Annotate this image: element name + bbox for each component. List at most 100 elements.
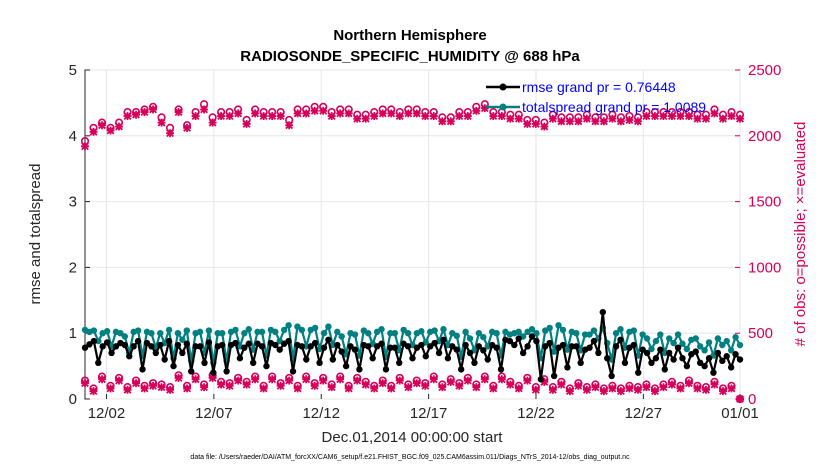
rmse-point xyxy=(218,341,226,349)
rmse-point xyxy=(422,353,429,360)
obs-evaluated-point xyxy=(438,383,447,392)
rmse-point xyxy=(524,343,531,350)
rmse-point xyxy=(285,337,292,345)
obs-evaluated-point xyxy=(633,117,642,126)
y-axis-label: rmse and totalspread xyxy=(27,164,44,305)
y-tick-label: 2 xyxy=(69,259,77,276)
obs-evaluated-point xyxy=(497,112,506,121)
obs-evaluated-point xyxy=(514,114,523,123)
totalspread-point xyxy=(440,326,447,333)
rmse-point xyxy=(196,343,204,350)
totalspread-point xyxy=(612,330,620,337)
rmse-point xyxy=(599,308,607,316)
rmse-point xyxy=(396,359,403,367)
rmse-point xyxy=(683,362,691,370)
rmse-point xyxy=(564,364,571,371)
obs-evaluated-point xyxy=(489,112,498,121)
obs-evaluated-point xyxy=(625,116,634,124)
rmse-point xyxy=(369,355,376,362)
rmse-point xyxy=(174,341,182,349)
obs-evaluated-point xyxy=(310,381,319,390)
rmse-point xyxy=(466,349,474,357)
totalspread-point xyxy=(121,333,129,340)
totalspread-point xyxy=(329,341,337,349)
obs-evaluated-point xyxy=(404,109,413,118)
obs-evaluated-point xyxy=(285,121,294,130)
rmse-point xyxy=(276,346,283,353)
totalspread-point xyxy=(418,328,425,335)
obs-evaluated-point xyxy=(633,385,642,394)
totalspread-point xyxy=(453,332,460,340)
totalspread-point xyxy=(515,328,522,336)
rmse-point xyxy=(435,349,443,357)
rmse-point xyxy=(272,341,279,349)
y-tick-label: 0 xyxy=(69,391,77,408)
rmse-point xyxy=(714,349,722,357)
totalspread-point xyxy=(254,328,261,336)
rmse-point xyxy=(192,343,199,350)
x-tick-label: 12/02 xyxy=(88,405,126,422)
obs-evaluated-point xyxy=(608,384,617,393)
rmse-point xyxy=(705,355,713,362)
obs-evaluated-point xyxy=(710,109,719,118)
obs-evaluated-point xyxy=(693,384,702,393)
rmse-point xyxy=(342,362,350,370)
totalspread-point xyxy=(670,339,677,347)
totalspread-point xyxy=(639,331,646,338)
totalspread-point xyxy=(298,326,306,334)
obs-evaluated-point xyxy=(548,114,557,123)
x-tick-label: 12/27 xyxy=(625,405,663,422)
obs-evaluated-point xyxy=(234,376,243,385)
obs-evaluated-point xyxy=(285,376,294,385)
totalspread-point xyxy=(462,328,469,336)
obs-evaluated-point xyxy=(719,114,727,123)
obs-evaluated-point xyxy=(727,112,736,121)
obs-evaluated-point xyxy=(353,376,362,385)
rmse-point xyxy=(378,340,385,347)
obs-evaluated-point xyxy=(217,380,226,389)
rmse-point xyxy=(148,343,155,350)
obs-evaluated-point xyxy=(276,381,285,390)
obs-evaluated-point xyxy=(268,375,277,384)
y2-tick-label: 0 xyxy=(748,391,756,408)
totalspread-point xyxy=(652,337,660,345)
obs-evaluated-point xyxy=(370,384,379,393)
totalspread-point xyxy=(719,341,726,349)
obs-evaluated-point xyxy=(412,379,421,388)
obs-evaluated-point xyxy=(140,384,149,393)
rmse-point xyxy=(365,343,372,350)
rmse-point xyxy=(431,339,438,347)
obs-evaluated-point xyxy=(719,387,727,396)
rmse-point xyxy=(409,355,416,362)
obs-evaluated-point xyxy=(412,109,421,118)
totalspread-point xyxy=(400,326,407,334)
rmse-point xyxy=(511,341,518,349)
rmse-point xyxy=(449,343,456,350)
obs-evaluated-point xyxy=(565,387,574,396)
obs-evaluated-point xyxy=(421,112,430,121)
totalspread-point xyxy=(334,328,341,336)
obs-evaluated-point xyxy=(242,119,251,128)
rmse-point xyxy=(99,343,106,350)
y2-tick-label: 500 xyxy=(748,325,773,342)
totalspread-point xyxy=(404,330,412,337)
obs-evaluated-point xyxy=(174,108,183,117)
x-tick-label: 12/17 xyxy=(410,405,448,422)
obs-evaluated-point xyxy=(506,380,515,389)
y-tick-label: 1 xyxy=(69,325,77,342)
obs-evaluated-point xyxy=(293,384,302,393)
rmse-point xyxy=(484,356,491,363)
obs-evaluated-point xyxy=(685,112,693,121)
y2-axis-label: # of obs: o=possible; ×=evaluated xyxy=(792,122,809,347)
data-file-footer: data file: /Users/raeder/DAI/ATM_forcXX/… xyxy=(190,454,630,461)
rmse-point xyxy=(537,376,545,383)
rmse-point xyxy=(661,366,668,373)
obs-evaluated-point xyxy=(225,112,234,121)
totalspread-point xyxy=(95,337,102,345)
totalspread-point xyxy=(196,328,204,336)
obs-evaluated-point xyxy=(599,387,608,396)
obs-evaluated-point xyxy=(344,384,353,393)
obs-evaluated-point xyxy=(268,112,277,121)
x-tick-label: 12/07 xyxy=(195,405,233,422)
rmse-point xyxy=(533,337,540,345)
